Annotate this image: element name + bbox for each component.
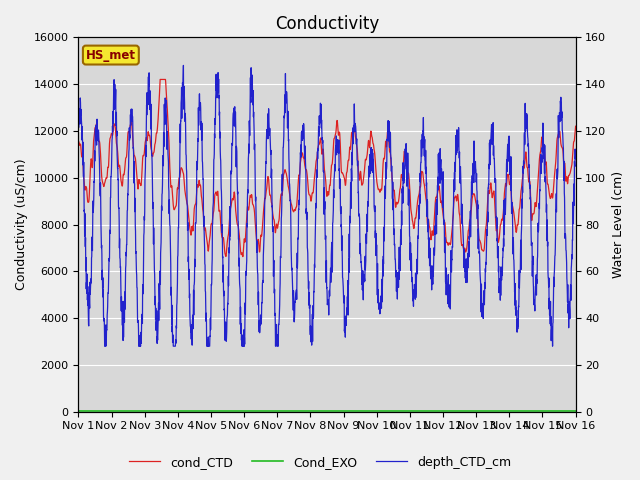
depth_CTD_cm [352, 131, 360, 137]
cond_CTD [213, 190, 221, 196]
cond_CTD [156, 77, 164, 83]
Cond_EXO [471, 408, 479, 414]
Cond_EXO [541, 408, 549, 414]
Y-axis label: Conductivity (uS/cm): Conductivity (uS/cm) [15, 159, 28, 290]
depth_CTD_cm [472, 158, 479, 164]
Line: cond_CTD: cond_CTD [79, 80, 575, 257]
Line: depth_CTD_cm: depth_CTD_cm [79, 65, 575, 346]
depth_CTD_cm [101, 343, 109, 349]
Cond_EXO [75, 408, 83, 414]
Y-axis label: Water Level (cm): Water Level (cm) [612, 171, 625, 278]
cond_CTD [75, 138, 83, 144]
Cond_EXO [572, 408, 579, 414]
Cond_EXO [341, 408, 349, 414]
cond_CTD [239, 254, 246, 260]
depth_CTD_cm [572, 153, 579, 159]
cond_CTD [572, 123, 579, 129]
depth_CTD_cm [542, 184, 550, 190]
depth_CTD_cm [180, 62, 188, 68]
cond_CTD [342, 182, 349, 188]
cond_CTD [352, 138, 360, 144]
cond_CTD [472, 197, 479, 203]
Legend: cond_CTD, Cond_EXO, depth_CTD_cm: cond_CTD, Cond_EXO, depth_CTD_cm [124, 451, 516, 474]
Cond_EXO [528, 408, 536, 414]
cond_CTD [528, 216, 536, 222]
cond_CTD [542, 160, 550, 166]
depth_CTD_cm [75, 109, 83, 115]
Cond_EXO [352, 408, 360, 414]
Cond_EXO [213, 408, 221, 414]
depth_CTD_cm [342, 334, 349, 340]
depth_CTD_cm [528, 240, 536, 246]
depth_CTD_cm [214, 72, 221, 78]
Title: Conductivity: Conductivity [275, 15, 379, 33]
Text: HS_met: HS_met [86, 48, 136, 61]
